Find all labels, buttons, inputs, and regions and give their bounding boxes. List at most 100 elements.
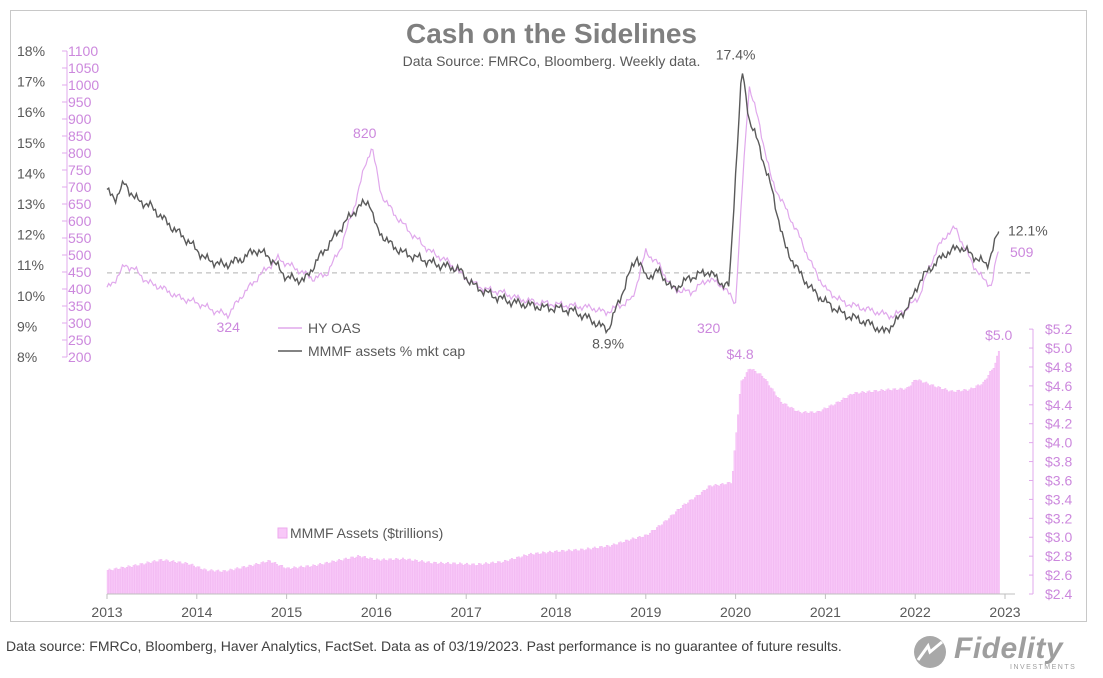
mmmf-bar: [707, 485, 710, 595]
mmmf-bar: [880, 389, 883, 595]
mmmf-bar: [132, 565, 135, 595]
oas-tick-label: 1000: [68, 77, 99, 93]
mmmf-bar: [939, 387, 942, 595]
mmmf-bar: [181, 563, 183, 595]
mmmf-bar: [756, 373, 758, 595]
mmmf-bar: [700, 491, 703, 595]
mmmf-bar: [675, 511, 677, 595]
mmmf-bar: [536, 552, 539, 595]
mmmf-bar: [478, 563, 480, 595]
mmmf-bar: [676, 509, 679, 595]
mmmf-bar: [621, 542, 624, 595]
mmmf-bar: [673, 514, 676, 595]
mmmf-bar: [162, 560, 164, 595]
mmmf-bar: [902, 389, 905, 595]
mmmf-bar: [143, 564, 145, 595]
oas-tick-label: 850: [68, 128, 92, 144]
mmmf-bar: [623, 542, 625, 595]
mmmf-bar: [376, 558, 379, 595]
mmmf-bar: [745, 372, 748, 595]
mmmf-bar: [410, 560, 413, 595]
mmmf-bar: [561, 549, 563, 595]
mmmf-bar: [115, 567, 118, 595]
mmmf-bar: [336, 560, 339, 595]
mmmf-bar: [571, 551, 574, 595]
mmmf-bar: [590, 549, 593, 595]
mmmf-bar: [737, 414, 739, 595]
mmmf-bar: [811, 411, 814, 595]
mmmf-bar: [293, 566, 296, 595]
mmmf-bar: [664, 520, 667, 595]
mmmf-bar: [248, 564, 251, 595]
mmmf-bar: [531, 554, 534, 595]
mmmf-bar: [626, 539, 629, 595]
mmmf-bar: [291, 568, 294, 595]
mmmf-bar: [680, 508, 682, 595]
mmmf-bar: [978, 385, 981, 595]
mmmf-bar: [514, 559, 517, 595]
mmmf-bar: [856, 392, 859, 595]
annotation-mmmf-low: 8.9%: [592, 335, 624, 351]
mmmf-bar: [946, 389, 948, 595]
mmmf-bar: [127, 565, 130, 595]
mmmf-bar: [813, 413, 815, 595]
mmmf-bar: [398, 560, 401, 595]
mmmf-bar: [709, 485, 712, 595]
series-line-hy-oas: [106, 86, 999, 321]
mmmf-bar: [645, 534, 648, 595]
mmmf-bar: [859, 392, 862, 595]
fidelity-mark-icon: [914, 636, 946, 668]
mmmf-bar: [400, 558, 403, 595]
mmmf-bar: [966, 390, 969, 595]
mmmf-bar: [244, 567, 247, 595]
mmmf-bar: [481, 564, 484, 595]
mmmf-bar: [599, 546, 601, 595]
mmmf-bar: [790, 406, 793, 595]
mmmf-bar: [915, 379, 917, 595]
mmmf-bar: [771, 388, 774, 595]
mmmf-bar: [864, 393, 867, 595]
mmmf-bar: [749, 368, 752, 595]
left-pct-tick-label: 14%: [17, 165, 45, 181]
mmmf-bar: [379, 560, 382, 595]
mmmf-bar: [586, 547, 589, 595]
mmmf-bar: [982, 381, 985, 595]
mmmf-bar: [445, 562, 448, 595]
mmmf-bar: [685, 504, 688, 595]
mmmf-bar: [220, 571, 223, 595]
mmmf-bar: [158, 559, 161, 595]
mmmf-bar: [419, 561, 422, 595]
mmmf-bar: [768, 385, 771, 595]
mmmf-bar: [918, 379, 921, 595]
mmmf-bar: [113, 568, 116, 595]
mmmf-bar: [882, 390, 885, 595]
mmmf-bar: [842, 397, 845, 595]
mmmf-bar: [358, 556, 361, 595]
mmmf-bar: [390, 558, 392, 595]
mmmf-bar: [360, 557, 363, 595]
mmmf-bar: [887, 388, 890, 595]
mmmf-bar: [618, 542, 620, 595]
mmmf-bar: [640, 537, 643, 595]
left-pct-tick-label: 15%: [17, 135, 45, 151]
mmmf-bar: [671, 514, 674, 595]
mmmf-bar: [186, 563, 189, 595]
mmmf-bar: [369, 557, 372, 595]
mmmf-bar: [177, 561, 180, 595]
mmmf-bar: [555, 550, 558, 595]
mmmf-bar: [889, 389, 891, 595]
mmmf-bar: [301, 567, 304, 595]
mmmf-bar: [543, 552, 546, 595]
mmmf-bar: [403, 559, 406, 595]
mmmf-bar: [238, 568, 240, 595]
mmmf-bar: [288, 567, 290, 595]
mmmf-bar: [129, 566, 132, 595]
mmmf-bar: [897, 389, 900, 595]
mmmf-bar: [688, 499, 691, 595]
mmmf-bar: [540, 553, 543, 595]
mmmf-bar: [776, 397, 779, 595]
mmmf-bar: [730, 483, 733, 595]
mmmf-bar: [787, 406, 790, 595]
mmmf-bar: [535, 552, 537, 595]
